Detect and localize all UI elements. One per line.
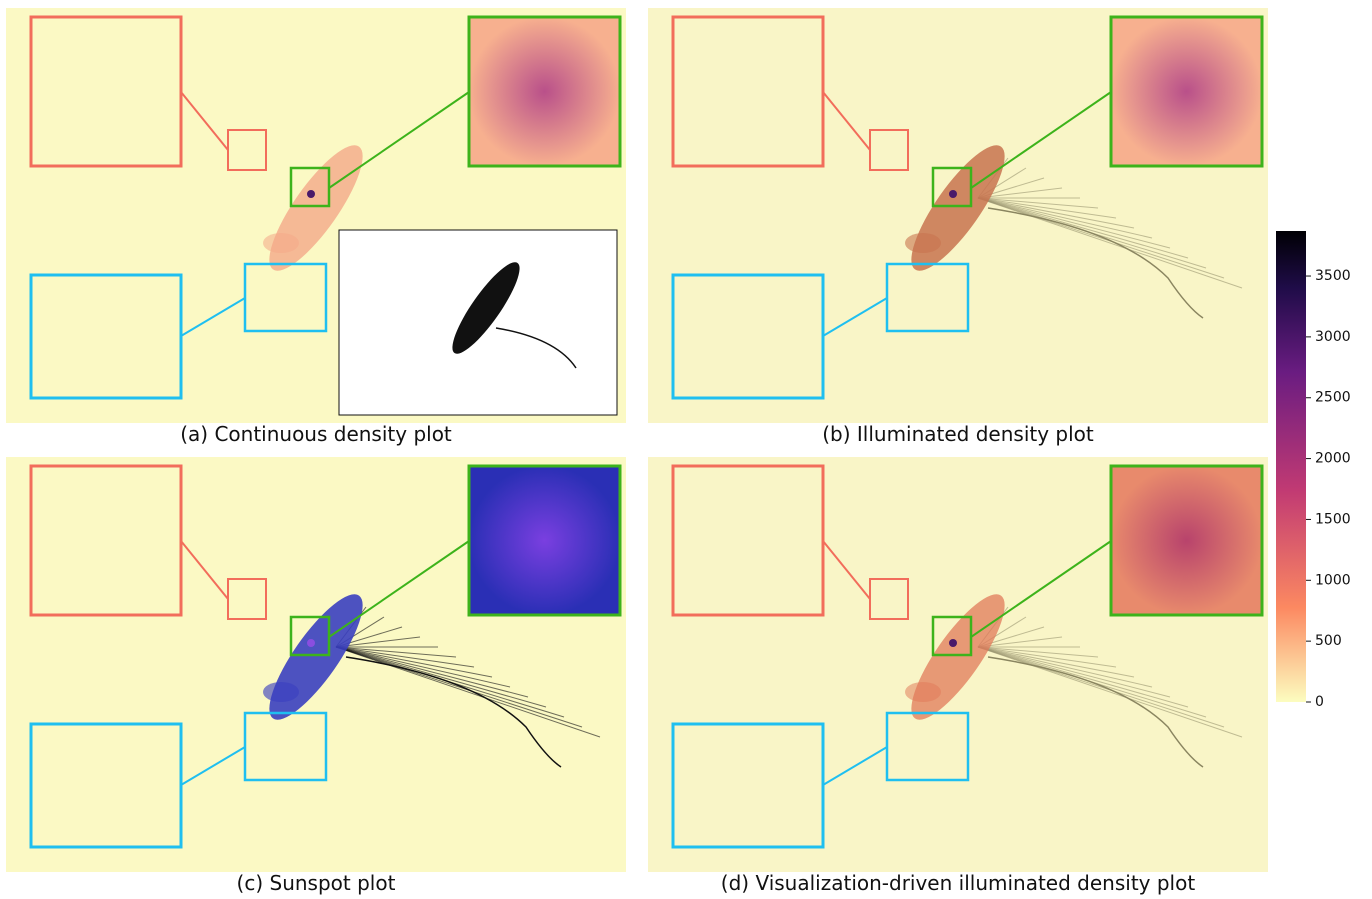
colorbar-tick-label: 500 [1315,633,1342,649]
density-peak [307,639,315,647]
colorbar-tick-label: 0 [1315,694,1324,710]
road [335,646,493,678]
colorbar-tick-label: 2000 [1315,451,1351,467]
road [977,646,1117,668]
road [977,646,1225,728]
road [987,207,1204,319]
zoom-connector [822,297,888,337]
zoom-connector [180,746,246,786]
zoom-box [1109,15,1264,168]
zoom-connector [328,540,470,638]
road [977,197,1135,229]
density-blob [263,682,299,702]
colorbar-tick-label: 1000 [1315,572,1351,588]
inset-road [495,327,577,369]
road [977,197,1153,239]
zoom-box [671,722,825,849]
road [977,646,1153,688]
road [977,197,1243,289]
road [335,646,529,698]
zoom-box [29,273,183,400]
zoom-connector [180,91,229,151]
road [977,636,1063,648]
panel-caption: (c) Sunspot plot [237,871,396,895]
colorbar-tick-label: 1500 [1315,511,1351,527]
road [335,646,511,688]
road [345,656,562,768]
zoom-box [671,464,825,617]
road [335,646,601,738]
zoom-box [885,262,970,333]
road [977,197,1225,279]
zoom-connector [328,91,470,189]
colorbar-tick-label: 3500 [1315,268,1351,284]
road [335,646,475,668]
density-blob [905,233,941,253]
zoom-box [671,15,825,168]
zoom-box [671,273,825,400]
zoom-box [467,464,622,617]
zoom-box [29,15,183,168]
panel-caption: (b) Illuminated density plot [822,422,1094,446]
zoom-connector [970,91,1112,189]
road [335,636,421,648]
road [977,197,1189,259]
road [977,646,1189,708]
road [977,646,1243,738]
road [977,197,1171,249]
zoom-fill [469,466,620,615]
density-peak [949,190,957,198]
colorbar [1276,231,1306,702]
road [977,197,1099,209]
density-blob [263,233,299,253]
colorbar-tick-label: 3000 [1315,329,1351,345]
zoom-box [885,711,970,782]
road [335,646,457,658]
panel [6,457,626,872]
density-blob [905,682,941,702]
road [335,646,583,728]
zoom-connector [180,297,246,337]
road [977,187,1063,199]
zoom-fill [469,17,620,166]
zoom-box [29,722,183,849]
panel-caption: (a) Continuous density plot [180,422,452,446]
road [977,646,1135,678]
zoom-box [1109,464,1264,617]
zoom-fill [1111,466,1262,615]
road [977,646,1171,698]
panel [648,457,1268,872]
inset-land [452,262,520,354]
zoom-box [467,15,622,168]
panel [6,8,626,423]
zoom-connector [180,540,229,600]
zoom-box [243,711,328,782]
road [977,646,1099,658]
zoom-connector [822,91,871,151]
zoom-connector [970,540,1112,638]
density-peak [307,190,315,198]
road [987,656,1204,768]
panel [648,8,1268,423]
zoom-connector [822,746,888,786]
road [977,197,1117,219]
density-peak [949,639,957,647]
panel-caption: (d) Visualization-driven illuminated den… [721,871,1196,895]
zoom-box [29,464,183,617]
colorbar-tick-label: 2500 [1315,390,1351,406]
zoom-connector [822,540,871,600]
road [335,646,547,708]
zoom-fill [1111,17,1262,166]
zoom-box [243,262,328,333]
